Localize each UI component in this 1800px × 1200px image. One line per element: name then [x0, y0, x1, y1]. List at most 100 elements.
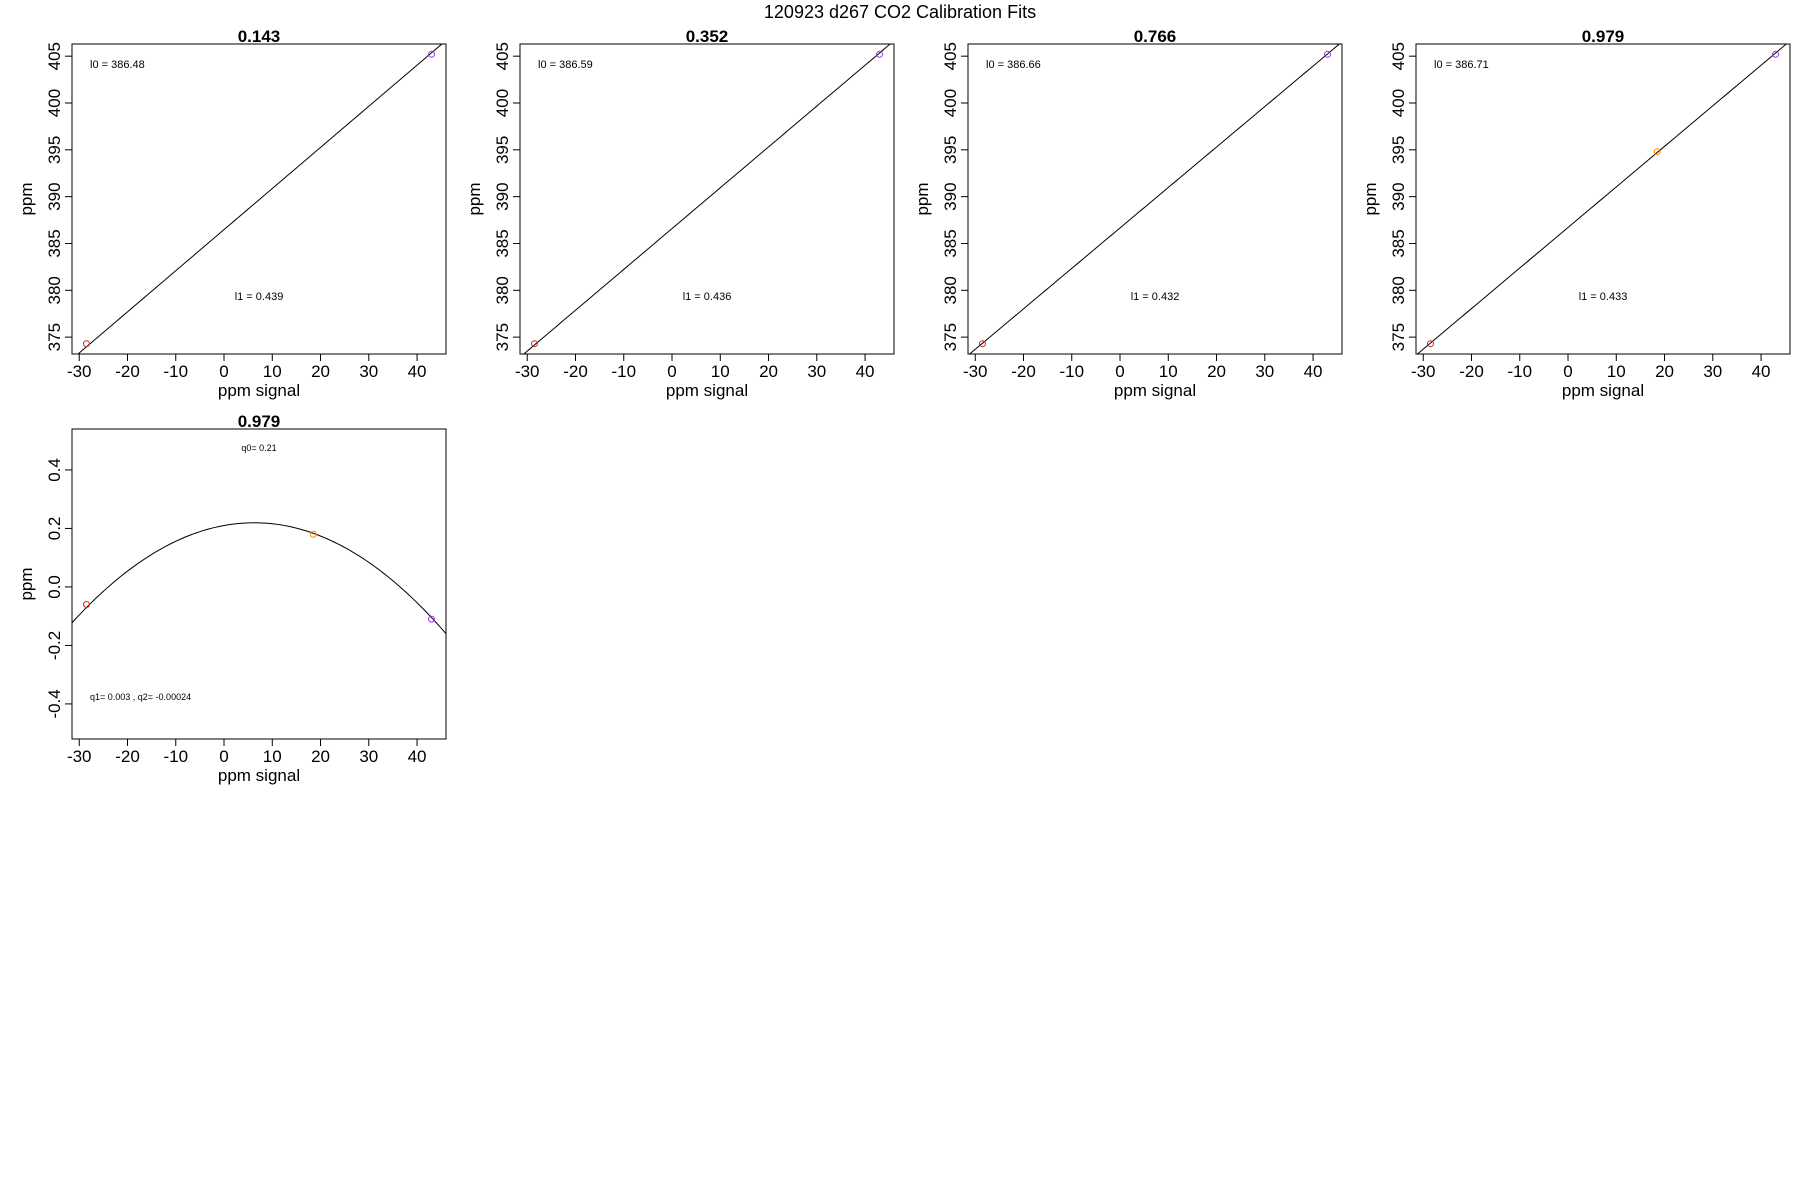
x-tick-label: 10: [263, 747, 282, 766]
x-tick-label: 30: [359, 747, 378, 766]
chart-panel-1: 0.143 -30 -20 -10 0 10 20 30 40 375 380 385 390 395 40…: [17, 27, 447, 400]
y-axis-label: ppm: [17, 567, 36, 600]
x-tick-label: -30: [963, 362, 988, 381]
chart-panel-2: 0.352 -30 -20 -10 0 10 20 30 40 375 380 385 390 395 40…: [465, 27, 895, 400]
x-tick-label: 30: [1255, 362, 1274, 381]
x-tick-label: 40: [408, 747, 427, 766]
q0-annotation: q0= 0.21: [241, 443, 276, 453]
y-tick-label: 400: [493, 89, 512, 117]
x-tick-label: 20: [311, 747, 330, 766]
y-tick-label: 390: [1389, 182, 1408, 210]
x-tick-label: 40: [1304, 362, 1323, 381]
x-tick-label: -30: [515, 362, 540, 381]
y-tick-label: 405: [493, 42, 512, 70]
x-tick-label: -20: [563, 362, 588, 381]
y-tick-label: 375: [45, 323, 64, 351]
x-tick-label: 20: [1655, 362, 1674, 381]
x-tick-label: 0: [1115, 362, 1124, 381]
x-tick-label: 40: [1752, 362, 1771, 381]
x-tick-label: 30: [1703, 362, 1722, 381]
data-point: [1324, 50, 1332, 58]
y-tick-label: 0.0: [45, 575, 64, 599]
x-axis-label: ppm signal: [666, 381, 748, 400]
x-tick-label: 10: [711, 362, 730, 381]
slope-annotation: l1 = 0.432: [1131, 291, 1180, 303]
x-tick-label: -10: [163, 362, 188, 381]
y-tick-label: 390: [493, 182, 512, 210]
y-tick-label: 380: [45, 276, 64, 304]
data-point: [428, 50, 436, 58]
x-axis-label: ppm signal: [218, 766, 300, 785]
y-tick-label: 385: [1389, 229, 1408, 257]
x-tick-label: -10: [611, 362, 636, 381]
y-tick-label: 375: [493, 323, 512, 351]
x-axis-label: ppm signal: [1114, 381, 1196, 400]
panel-title: 0.143: [238, 27, 281, 46]
x-tick-label: -20: [1459, 362, 1484, 381]
panel-title: 0.352: [686, 27, 729, 46]
panel-title: 0.766: [1134, 27, 1177, 46]
y-tick-label: 395: [941, 136, 960, 164]
slope-annotation: l1 = 0.436: [683, 291, 732, 303]
y-tick-label: 380: [493, 276, 512, 304]
y-tick-label: 375: [941, 323, 960, 351]
plot-frame: [1415, 43, 1791, 355]
x-tick-label: 20: [759, 362, 778, 381]
y-axis-label: ppm: [465, 182, 484, 215]
fit-line: [1416, 44, 1788, 354]
plot-frame: [519, 43, 895, 355]
y-tick-label: 390: [941, 182, 960, 210]
x-tick-label: -10: [163, 747, 188, 766]
x-tick-label: 30: [807, 362, 826, 381]
data-point: [1772, 50, 1780, 58]
data-point: [82, 600, 90, 608]
data-point: [876, 50, 884, 58]
x-tick-label: 10: [1159, 362, 1178, 381]
x-tick-label: -10: [1059, 362, 1084, 381]
x-tick-label: -30: [1411, 362, 1436, 381]
plot-frame: [71, 428, 447, 740]
x-tick-label: 0: [1563, 362, 1572, 381]
x-tick-label: -10: [1507, 362, 1532, 381]
y-tick-label: 395: [1389, 136, 1408, 164]
y-tick-label: 400: [1389, 89, 1408, 117]
y-tick-label: 395: [493, 136, 512, 164]
figure-title: 120923 d267 CO2 Calibration Fits: [763, 2, 1037, 22]
fit-line: [72, 522, 446, 634]
y-tick-label: -0.4: [45, 689, 64, 718]
data-point: [428, 615, 436, 623]
x-axis-label: ppm signal: [1562, 381, 1644, 400]
y-tick-label: 380: [1389, 276, 1408, 304]
fit-line: [968, 44, 1341, 354]
data-point: [978, 340, 986, 348]
y-tick-label: 380: [941, 276, 960, 304]
chart-panel-5: 0.979 -30 -20 -10 0 10 20 30 40 -0.4 -0.2 0.0 0.2 0.4…: [17, 412, 447, 785]
slope-annotation: l1 = 0.439: [235, 291, 284, 303]
y-tick-label: 375: [1389, 323, 1408, 351]
y-tick-label: 405: [1389, 42, 1408, 70]
data-point: [82, 340, 90, 348]
panel-title: 0.979: [238, 412, 281, 431]
intercept-annotation: l0 = 386.71: [1434, 59, 1489, 71]
y-tick-label: 405: [45, 42, 64, 70]
y-tick-label: 0.2: [45, 517, 64, 541]
x-tick-label: 10: [1607, 362, 1626, 381]
y-axis-label: ppm: [1361, 182, 1380, 215]
intercept-annotation: l0 = 386.48: [90, 59, 145, 71]
x-tick-label: -30: [67, 362, 92, 381]
x-tick-label: 40: [408, 362, 427, 381]
x-tick-label: 0: [219, 747, 228, 766]
fit-line: [523, 44, 891, 354]
x-tick-label: -30: [67, 747, 92, 766]
y-tick-label: 385: [493, 229, 512, 257]
intercept-annotation: l0 = 386.59: [538, 59, 593, 71]
x-axis-label: ppm signal: [218, 381, 300, 400]
chart-panel-4: 0.979 -30 -20 -10 0 10 20 30 40 375 380 385 390 395 40…: [1361, 27, 1791, 400]
x-tick-label: 20: [1207, 362, 1226, 381]
fit-line: [77, 44, 443, 354]
x-tick-label: -20: [115, 362, 140, 381]
x-tick-label: -20: [115, 747, 140, 766]
x-tick-label: 0: [219, 362, 228, 381]
y-axis-label: ppm: [913, 182, 932, 215]
